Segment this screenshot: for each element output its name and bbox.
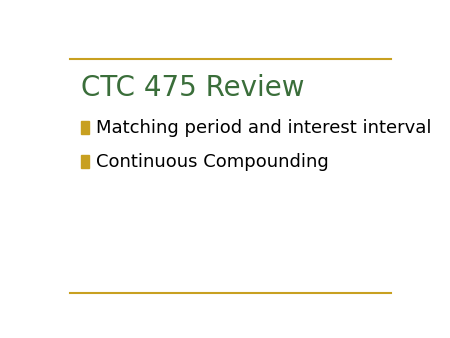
Text: CTC 475 Review: CTC 475 Review [81,74,304,102]
Text: Matching period and interest interval: Matching period and interest interval [96,119,432,137]
Bar [81,121,90,134]
Bar [81,155,90,168]
Text: Continuous Compounding: Continuous Compounding [96,152,329,171]
